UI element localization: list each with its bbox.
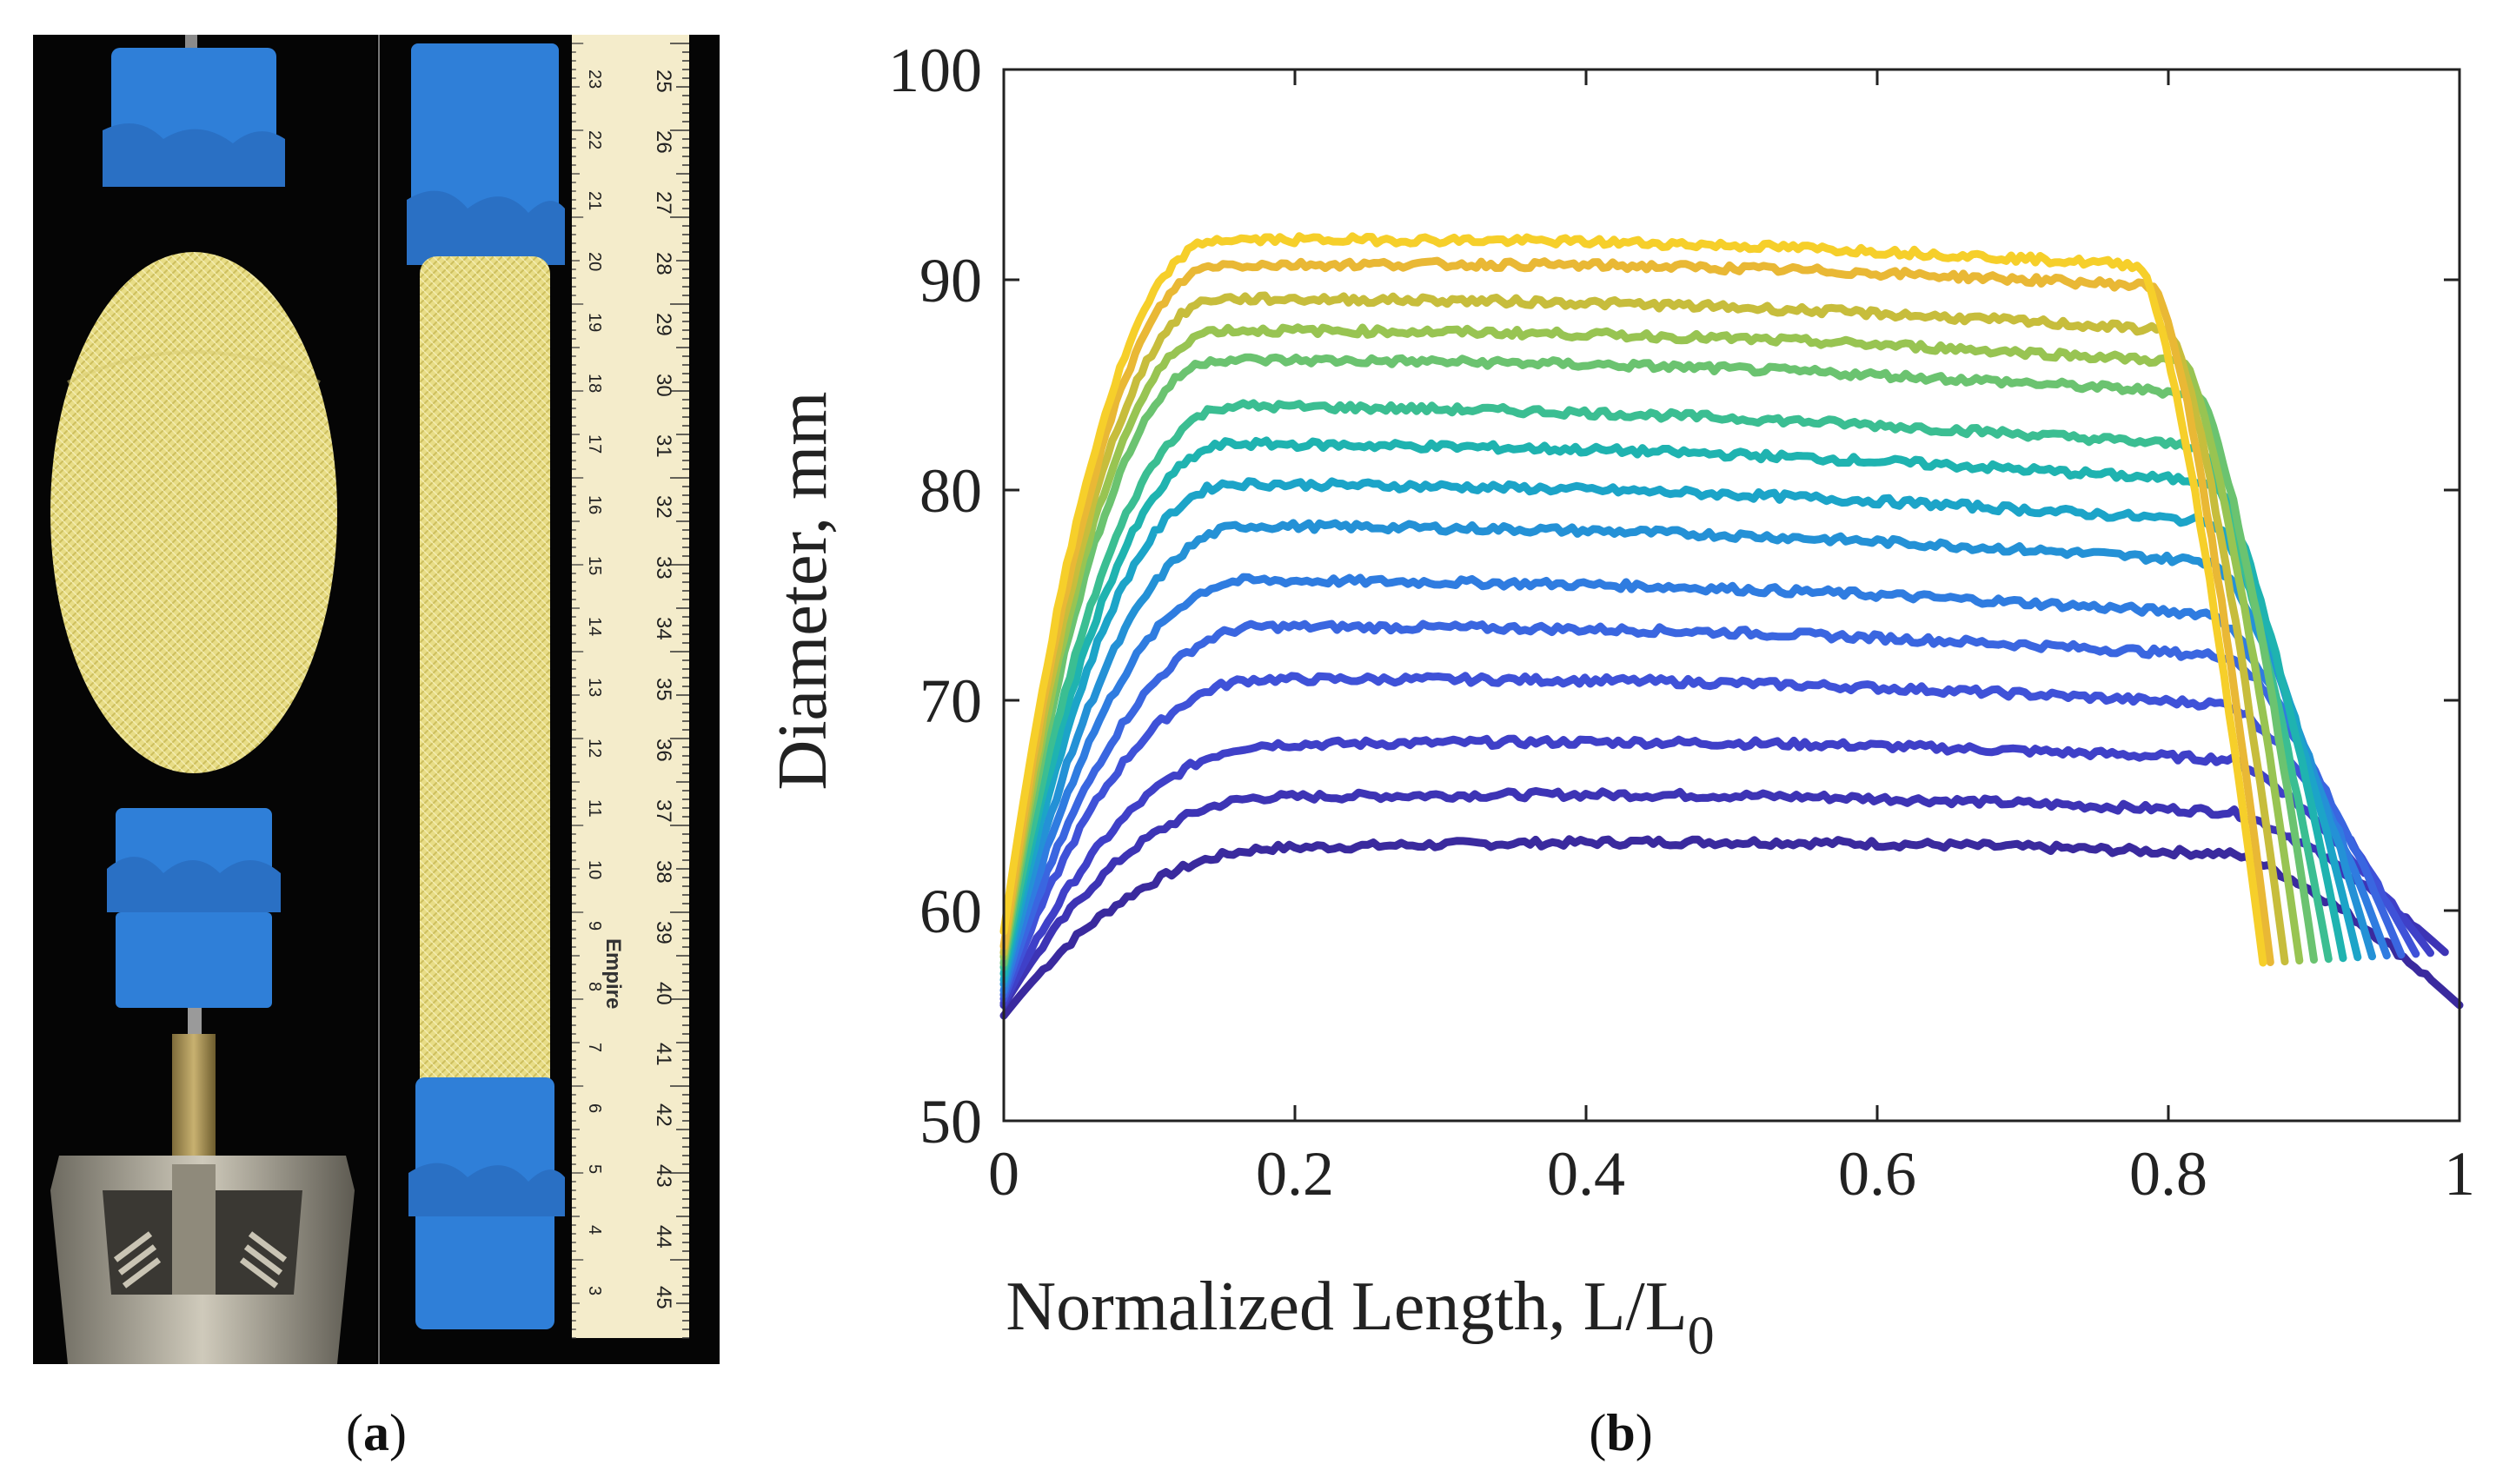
x-tick-label: 0.2	[1256, 1139, 1334, 1209]
ruler-number-inch: 30	[652, 374, 675, 397]
series-line-9	[999, 436, 2347, 978]
ruler-number-cm: 18	[585, 374, 604, 393]
ruler-number-cm: 22	[585, 130, 604, 149]
ruler-number-inch: 39	[652, 921, 675, 944]
ruler-number-cm: 3	[585, 1286, 604, 1295]
ruler-number-inch: 38	[652, 860, 675, 884]
ruler-number-inch: 32	[652, 495, 675, 519]
ruler-number-inch: 33	[652, 556, 675, 580]
x-tick-label: 1	[2444, 1139, 2475, 1209]
series-line-3	[999, 734, 2434, 1007]
ruler-number-inch: 34	[652, 617, 675, 640]
ruler-number-inch: 35	[652, 678, 675, 701]
ruler-number-cm: 8	[585, 982, 604, 991]
series-line-4	[999, 672, 2420, 1004]
ruler-number-cm: 21	[585, 191, 604, 210]
ruler-number-cm: 19	[585, 313, 604, 332]
ruler-number-inch: 26	[652, 130, 675, 154]
y-tick-label: 80	[919, 456, 982, 526]
ruler-number-cm: 11	[585, 799, 604, 818]
ruler-number-cm: 23	[585, 70, 604, 89]
ruler-number-cm: 12	[585, 739, 604, 758]
x-axis-title: Normalized Length, L/L0	[1006, 1269, 1714, 1366]
ruler-number-inch: 45	[652, 1286, 675, 1309]
inflated-sleeve	[50, 252, 337, 773]
ruler-number-cm: 20	[585, 252, 604, 271]
y-tick-label: 50	[919, 1087, 982, 1156]
relaxed-sleeve	[420, 256, 550, 1134]
ruler-number-inch: 31	[652, 434, 675, 458]
ruler-number-inch: 41	[652, 1043, 675, 1066]
series-line-8	[999, 477, 2362, 984]
y-tick-label: 90	[919, 246, 982, 315]
x-tick-label: 0.8	[2129, 1139, 2207, 1209]
y-tick-label: 60	[919, 877, 982, 946]
series-line-15	[999, 232, 2267, 967]
ruler-number-inch: 43	[652, 1164, 675, 1188]
relaxed-actuator-photo: 2523262227212820291930183117321633153414…	[381, 35, 720, 1364]
ruler-number-inch: 28	[652, 252, 675, 275]
ruler-number-cm: 10	[585, 860, 604, 879]
series-line-2	[999, 786, 2449, 1010]
brass-fitting	[172, 1034, 216, 1164]
ruler-number-cm: 15	[585, 556, 604, 575]
ruler-number-cm: 9	[585, 921, 604, 931]
ruler-number-cm: 5	[585, 1164, 604, 1174]
x-tick-label: 0	[988, 1139, 1019, 1209]
caption-b: (b)	[1589, 1404, 1653, 1461]
y-tick-label: 70	[919, 666, 982, 736]
ruler-ticks	[572, 43, 689, 1339]
ruler-number-cm: 14	[585, 617, 604, 636]
y-axis-title: Diameter, mm	[765, 392, 841, 791]
caption-a: (a)	[346, 1404, 407, 1461]
ruler-number-cm: 6	[585, 1103, 604, 1113]
ruler-number-inch: 37	[652, 799, 675, 823]
ruler-number-inch: 29	[652, 313, 675, 336]
ruler-number-inch: 25	[652, 70, 675, 93]
photo-panel: 25 23 26 22 27 21 28 20 29 19 30 18 31 17 32 16 33 15 34 14…	[33, 35, 720, 1364]
series-line-5	[999, 619, 2406, 999]
photo-illustration: 2523262227212820291930183117321633153414…	[33, 35, 720, 1364]
ruler-number-cm: 4	[585, 1225, 604, 1235]
series-lines	[999, 232, 2464, 1020]
series-line-6	[999, 573, 2391, 995]
series-line-12	[999, 323, 2304, 965]
ruler-brand: Empire	[601, 938, 625, 1009]
inflated-actuator-photo	[33, 35, 376, 1364]
ruler-number-cm: 16	[585, 495, 604, 514]
series-line-10	[999, 399, 2333, 971]
series-line-1	[999, 835, 2464, 1020]
ruler-number-cm: 17	[585, 434, 604, 454]
ruler-number-cm: 7	[585, 1043, 604, 1052]
ruler-number-inch: 42	[652, 1103, 675, 1127]
y-tick-label: 100	[888, 36, 982, 105]
plot-frame	[1002, 68, 2461, 1123]
ruler-number-inch: 36	[652, 739, 675, 762]
series-line-13	[999, 291, 2289, 966]
ruler-number-inch: 40	[652, 982, 675, 1005]
series-line-7	[999, 519, 2376, 989]
ruler-number-inch: 27	[652, 191, 675, 215]
ruler-numbers: 2523262227212820291930183117321633153414…	[585, 70, 675, 1309]
x-tick-label: 0.6	[1838, 1139, 1916, 1209]
series-line-14	[999, 256, 2274, 966]
tick-labels: 0 0.2 0.4 0.6 0.8 1 50 60 70 80 90 100	[888, 36, 2475, 1209]
ruler-number-inch: 44	[652, 1225, 675, 1249]
ruler-number-cm: 13	[585, 678, 604, 697]
x-tick-label: 0.4	[1547, 1139, 1625, 1209]
ruler	[572, 35, 689, 1338]
series-line-11	[999, 353, 2318, 967]
